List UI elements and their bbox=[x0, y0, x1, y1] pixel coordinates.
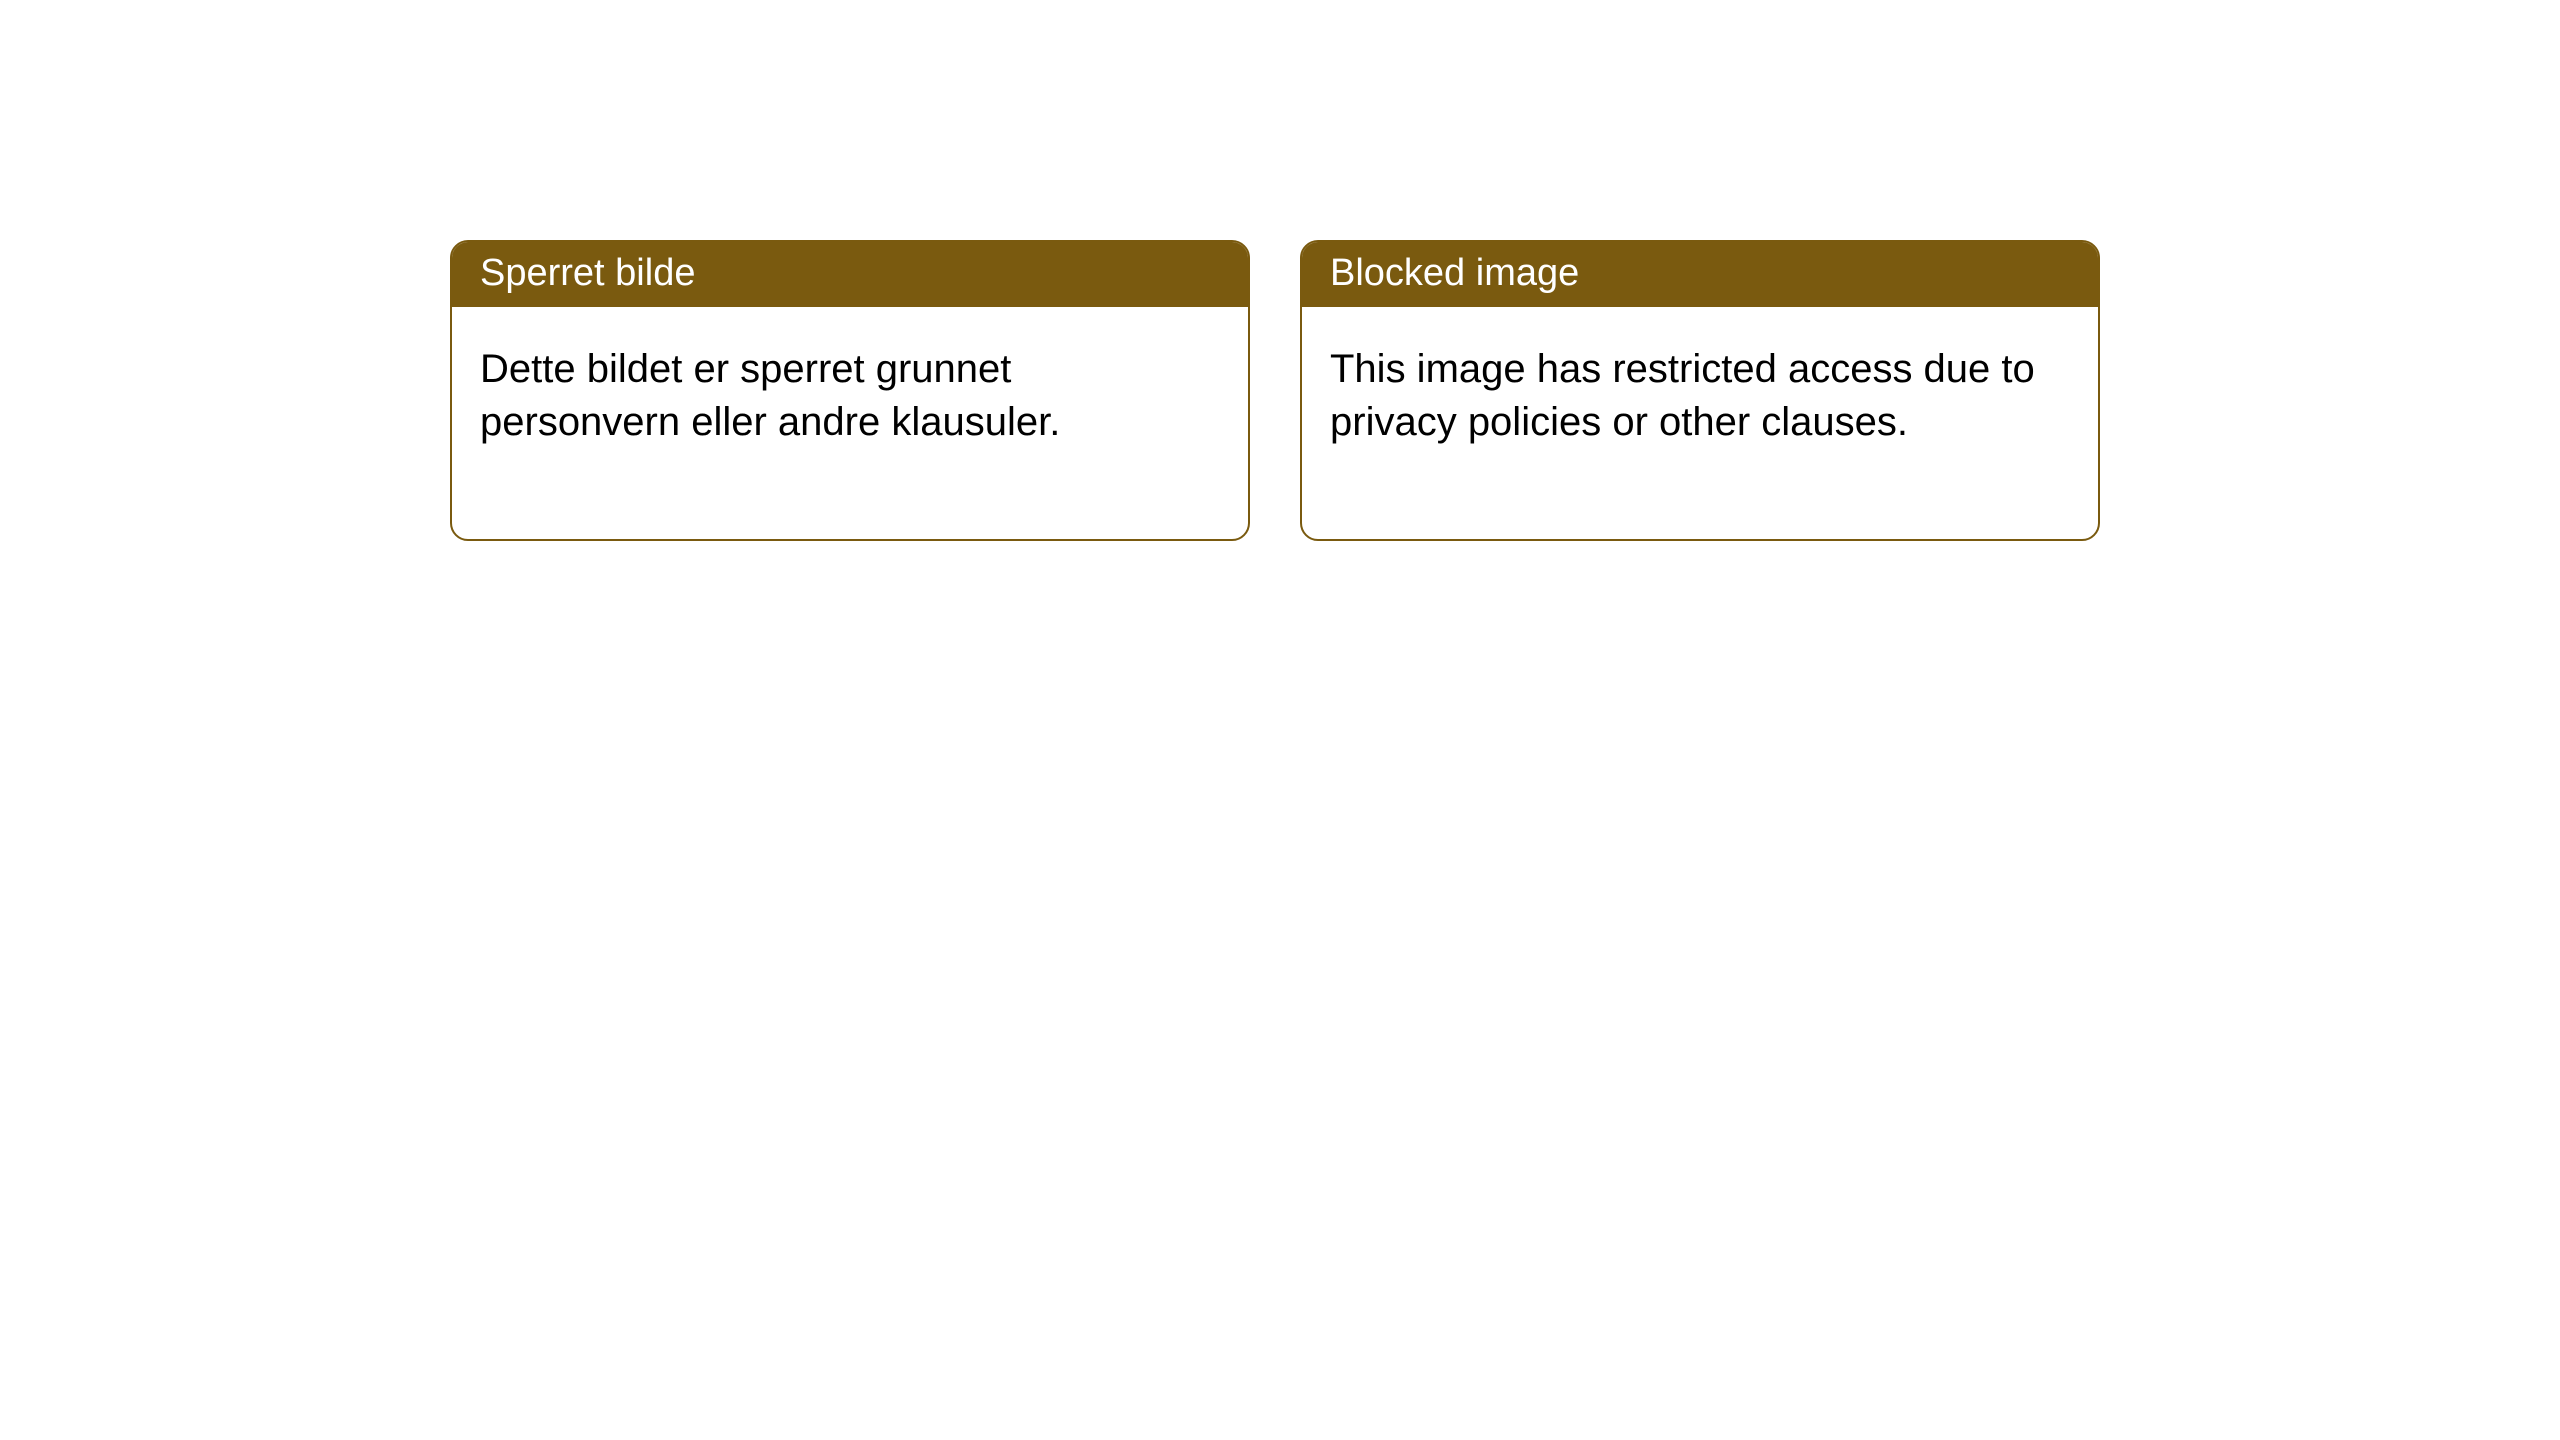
notice-header: Blocked image bbox=[1302, 242, 2098, 307]
notice-container: Sperret bilde Dette bildet er sperret gr… bbox=[0, 0, 2560, 541]
notice-body: This image has restricted access due to … bbox=[1302, 307, 2098, 539]
notice-header: Sperret bilde bbox=[452, 242, 1248, 307]
notice-card-norwegian: Sperret bilde Dette bildet er sperret gr… bbox=[450, 240, 1250, 541]
notice-body: Dette bildet er sperret grunnet personve… bbox=[452, 307, 1248, 539]
notice-card-english: Blocked image This image has restricted … bbox=[1300, 240, 2100, 541]
